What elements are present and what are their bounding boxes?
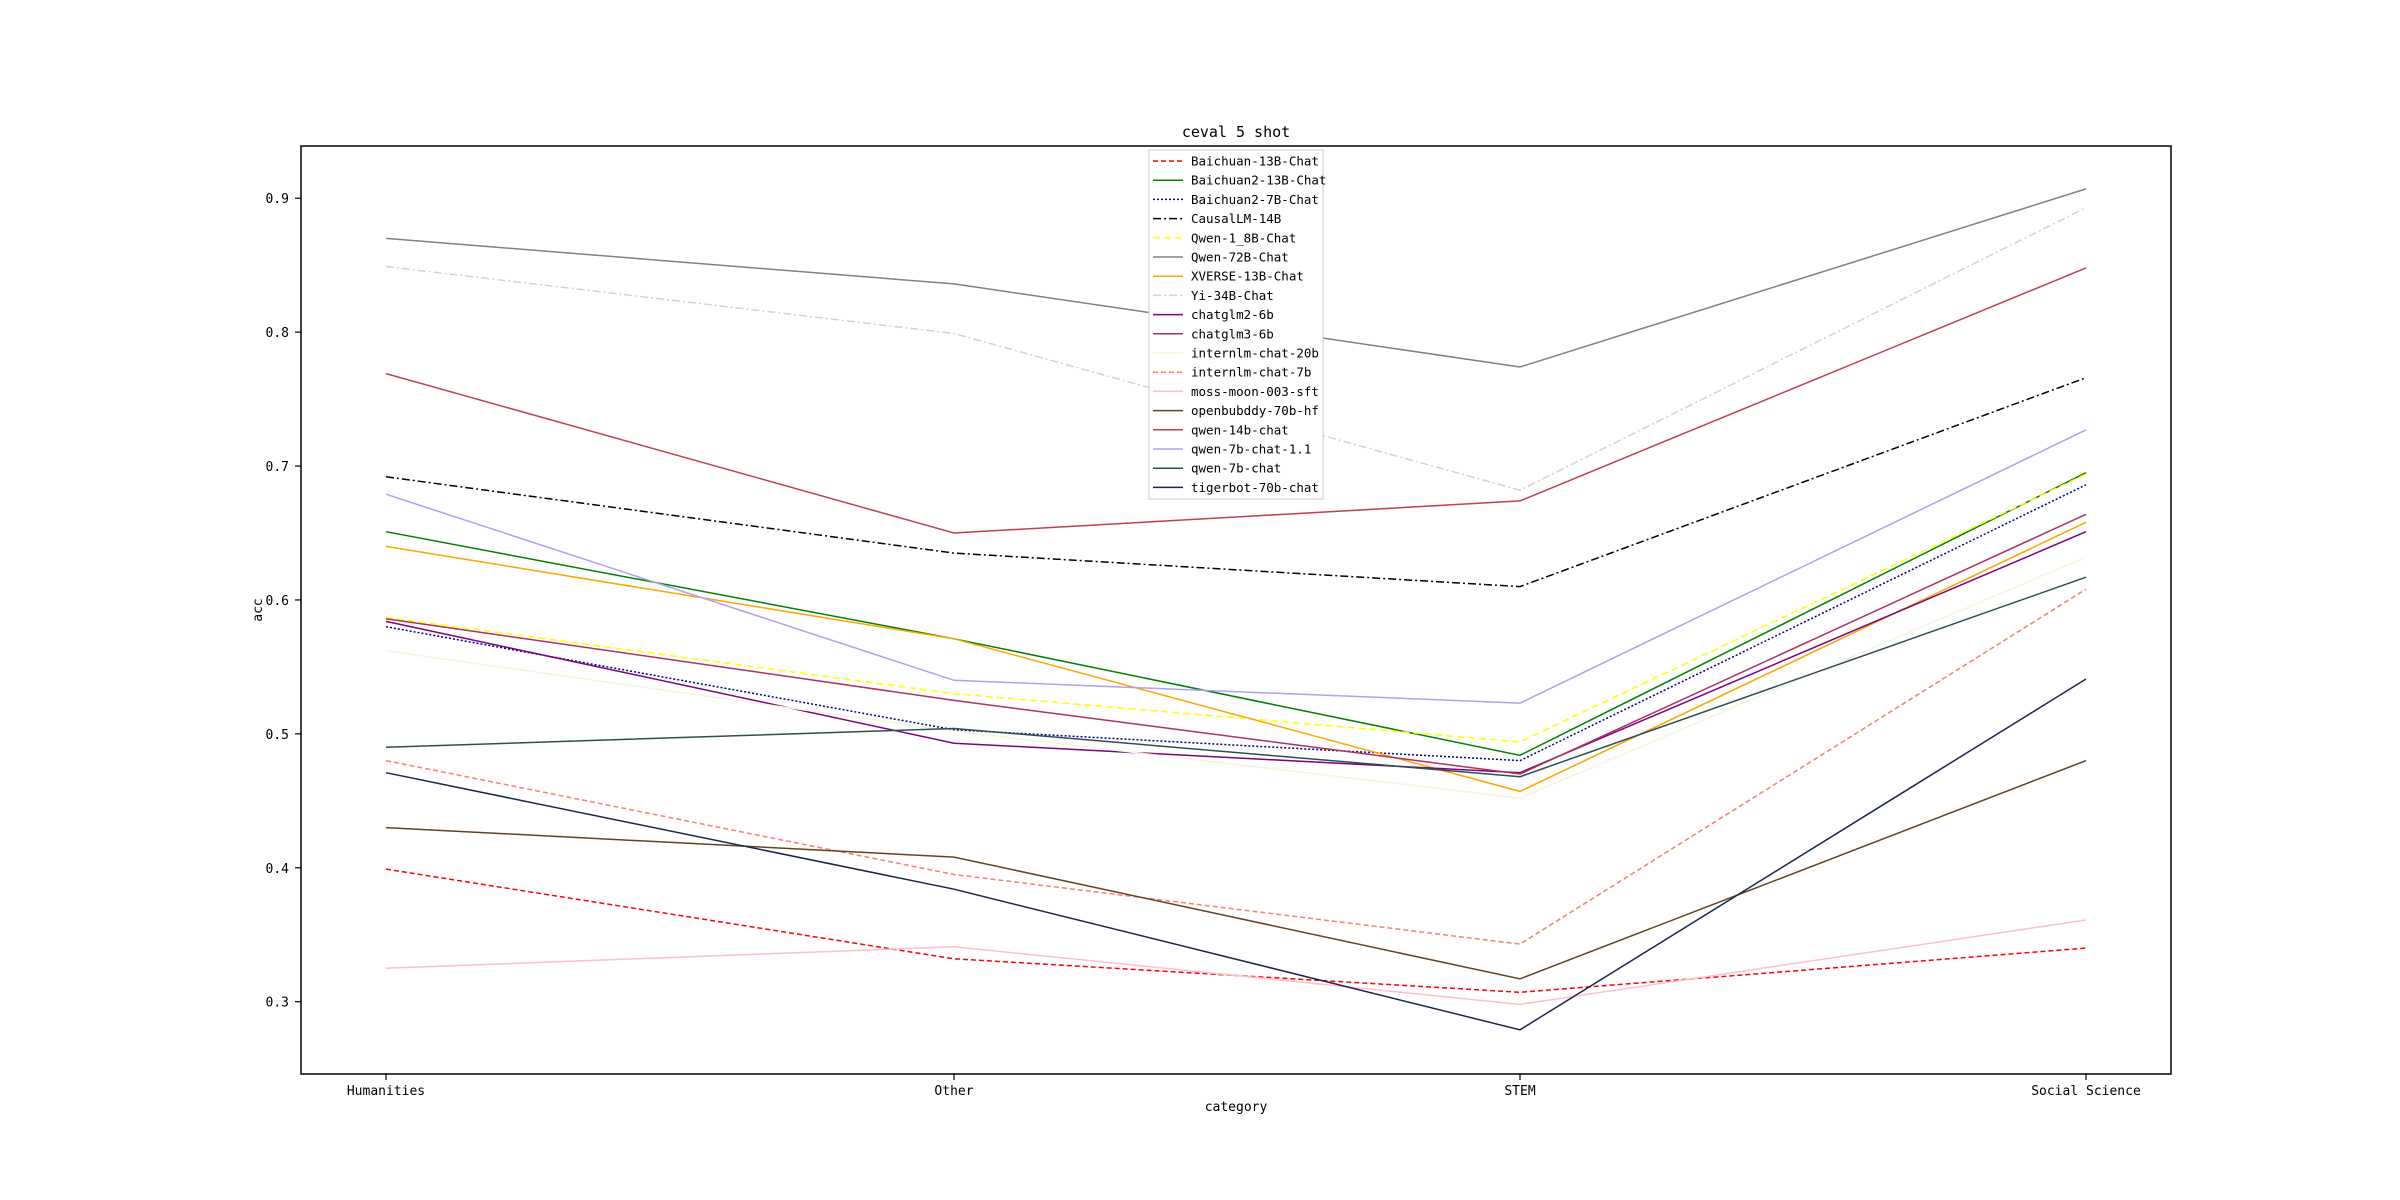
legend-label: Qwen-72B-Chat: [1191, 250, 1289, 265]
legend-label: tigerbot-70b-chat: [1191, 480, 1319, 495]
y-tick-label: 0.4: [266, 862, 290, 877]
y-tick-label: 0.3: [266, 996, 289, 1011]
y-axis-label: acc: [251, 598, 266, 621]
legend-label: Yi-34B-Chat: [1191, 288, 1274, 303]
series-line-qwen-14b-chat: [385, 267, 2087, 534]
legend-label: XVERSE-13B-Chat: [1191, 269, 1304, 284]
axis-layer: 0.3 0.4 0.5 0.6 0.7 0.8 0.9 Humanities Other STEM…: [266, 192, 2141, 1099]
legend-label: qwen-7b-chat-1.1: [1191, 442, 1311, 457]
x-axis-label: category: [1205, 1100, 1268, 1115]
legend-label: Qwen-1_8B-Chat: [1191, 230, 1296, 245]
legend-label: CausalLM-14B: [1191, 211, 1281, 226]
series-line-Qwen-1_8B-Chat: [385, 473, 2087, 743]
series-line-XVERSE-13B-Chat: [385, 521, 2087, 793]
series-layer: [385, 188, 2087, 1031]
series-line-chatglm2-6b: [385, 531, 2087, 774]
legend-label: chatglm3-6b: [1191, 326, 1274, 341]
x-tick-label: Humanities: [347, 1084, 425, 1099]
chart-title: ceval 5 shot: [1182, 123, 1290, 141]
y-tick-label: 0.5: [266, 728, 289, 743]
legend-label: openbubddy-70b-hf: [1191, 403, 1319, 418]
legend-label: Baichuan2-13B-Chat: [1191, 173, 1326, 188]
y-tick-label: 0.7: [266, 460, 289, 475]
y-tick-label: 0.8: [266, 326, 289, 341]
legend-label: moss-moon-003-sft: [1191, 384, 1319, 399]
x-tick-label: Other: [934, 1084, 973, 1099]
y-tick-label: 0.9: [266, 192, 289, 207]
y-tick-label: 0.6: [266, 594, 289, 609]
legend-label: internlm-chat-20b: [1191, 346, 1319, 361]
legend-label: internlm-chat-7b: [1191, 365, 1311, 380]
legend-label: qwen-14b-chat: [1191, 422, 1289, 437]
x-tick-label: Social Science: [2031, 1084, 2141, 1099]
series-line-qwen-7b-chat-1.1: [385, 429, 2087, 704]
legend-label: qwen-7b-chat: [1191, 461, 1281, 476]
series-line-internlm-chat-7b: [385, 588, 2087, 945]
legend-label: chatglm2-6b: [1191, 307, 1274, 322]
legend-label: Baichuan2-7B-Chat: [1191, 192, 1319, 207]
series-line-CausalLM-14B: [385, 376, 2087, 588]
series-line-openbubddy-70b-hf: [385, 759, 2087, 980]
legend: Baichuan-13B-Chat Baichuan2-13B-Chat Baich…: [1148, 149, 1326, 500]
series-line-qwen-7b-chat: [385, 576, 2087, 778]
series-line-Baichuan2-7B-Chat: [385, 484, 2087, 762]
series-line-chatglm3-6b: [385, 513, 2087, 775]
legend-frame: [1148, 149, 1324, 500]
legend-label: Baichuan-13B-Chat: [1191, 154, 1319, 169]
series-line-moss-moon-003-sft: [385, 919, 2087, 1006]
series-line-tigerbot-70b-chat: [385, 678, 2087, 1031]
series-line-Baichuan2-13B-Chat: [385, 472, 2087, 757]
x-tick-label: STEM: [1504, 1084, 1535, 1099]
